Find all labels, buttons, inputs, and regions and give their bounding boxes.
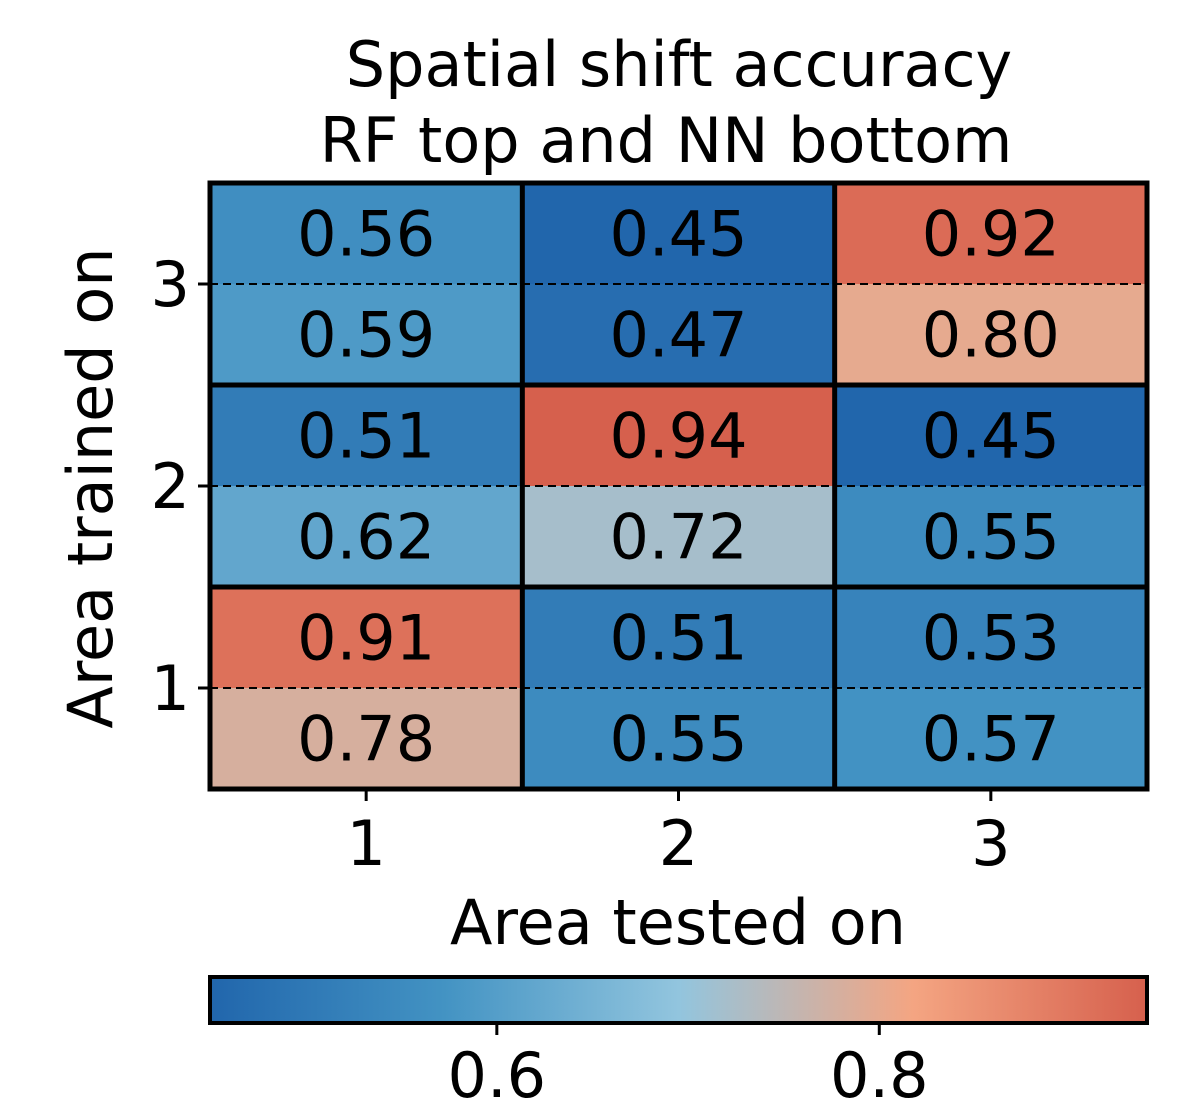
y-tick-label-3: 3 bbox=[151, 248, 190, 321]
cell-rf-label-trained-2-tested-2: 0.94 bbox=[609, 400, 747, 473]
cell-nn-label-trained-2-tested-1: 0.62 bbox=[297, 501, 435, 574]
cell-rf-label-trained-3-tested-2: 0.45 bbox=[609, 198, 747, 271]
cell-nn-label-trained-2-tested-3: 0.55 bbox=[922, 501, 1060, 574]
y-tick-label-2: 2 bbox=[151, 450, 190, 523]
cell-nn-trained-2-tested-3 bbox=[834, 486, 1147, 587]
colorbar-ticks: 0.6 0.8 bbox=[448, 1023, 929, 1106]
cell-rf-trained-1-tested-3 bbox=[834, 587, 1147, 688]
x-tick-label-3: 3 bbox=[971, 807, 1010, 880]
heatmap-cell-labels: 0.56 0.59 0.45 0.47 0.92 0.80 0.51 0.62 0.94 0.72… bbox=[297, 198, 1060, 776]
cell-nn-trained-2-tested-1 bbox=[210, 486, 523, 587]
cell-rf-label-trained-1-tested-1: 0.91 bbox=[297, 602, 435, 675]
cell-rf-label-trained-2-tested-3: 0.45 bbox=[922, 400, 1060, 473]
cell-rf-label-trained-1-tested-3: 0.53 bbox=[922, 602, 1060, 675]
cell-rf-trained-2-tested-2 bbox=[522, 385, 835, 486]
cell-rf-trained-2-tested-3 bbox=[834, 385, 1147, 486]
cell-rf-label-trained-2-tested-1: 0.51 bbox=[297, 400, 435, 473]
cell-nn-trained-3-tested-2 bbox=[522, 284, 835, 385]
x-tick-label-1: 1 bbox=[346, 807, 385, 880]
cell-rf-trained-1-tested-2 bbox=[522, 587, 835, 688]
colorbar bbox=[208, 975, 1149, 1025]
cell-rf-label-trained-1-tested-2: 0.51 bbox=[609, 602, 747, 675]
y-axis-label: Area trained on bbox=[54, 247, 127, 728]
colorbar-tick-label-1: 0.8 bbox=[830, 1039, 929, 1106]
cell-nn-label-trained-2-tested-2: 0.72 bbox=[609, 501, 747, 574]
cell-nn-label-trained-1-tested-3: 0.57 bbox=[922, 703, 1060, 776]
y-tick-label-1: 1 bbox=[151, 652, 190, 725]
heatmap-cells bbox=[210, 183, 1147, 789]
cell-rf-trained-2-tested-1 bbox=[210, 385, 523, 486]
chart-title: Spatial shift accuracy bbox=[346, 28, 1012, 101]
x-axis-ticks: 1 2 3 bbox=[346, 789, 1011, 880]
cell-nn-label-trained-3-tested-3: 0.80 bbox=[922, 299, 1060, 372]
cell-nn-trained-1-tested-2 bbox=[522, 688, 835, 789]
cell-nn-label-trained-3-tested-2: 0.47 bbox=[609, 299, 747, 372]
cell-nn-trained-2-tested-2 bbox=[522, 486, 835, 587]
colorbar-tick-label-0: 0.6 bbox=[448, 1039, 547, 1106]
cell-rf-trained-1-tested-1 bbox=[210, 587, 523, 688]
cell-rf-label-trained-3-tested-1: 0.56 bbox=[297, 198, 435, 271]
x-axis-label: Area tested on bbox=[450, 886, 906, 959]
cell-nn-trained-1-tested-1 bbox=[210, 688, 523, 789]
cell-nn-label-trained-1-tested-1: 0.78 bbox=[297, 703, 435, 776]
y-axis-ticks: 1 2 3 bbox=[151, 248, 210, 725]
cell-nn-trained-1-tested-3 bbox=[834, 688, 1147, 789]
x-tick-label-2: 2 bbox=[659, 807, 698, 880]
cell-rf-trained-3-tested-1 bbox=[210, 183, 523, 284]
cell-nn-trained-3-tested-3 bbox=[834, 284, 1147, 385]
cell-nn-trained-3-tested-1 bbox=[210, 284, 523, 385]
cell-rf-trained-3-tested-2 bbox=[522, 183, 835, 284]
cell-nn-label-trained-3-tested-1: 0.59 bbox=[297, 299, 435, 372]
cell-rf-trained-3-tested-3 bbox=[834, 183, 1147, 284]
cell-nn-label-trained-1-tested-2: 0.55 bbox=[609, 703, 747, 776]
chart-subtitle: RF top and NN bottom bbox=[320, 104, 1013, 177]
cell-rf-label-trained-3-tested-3: 0.92 bbox=[922, 198, 1060, 271]
